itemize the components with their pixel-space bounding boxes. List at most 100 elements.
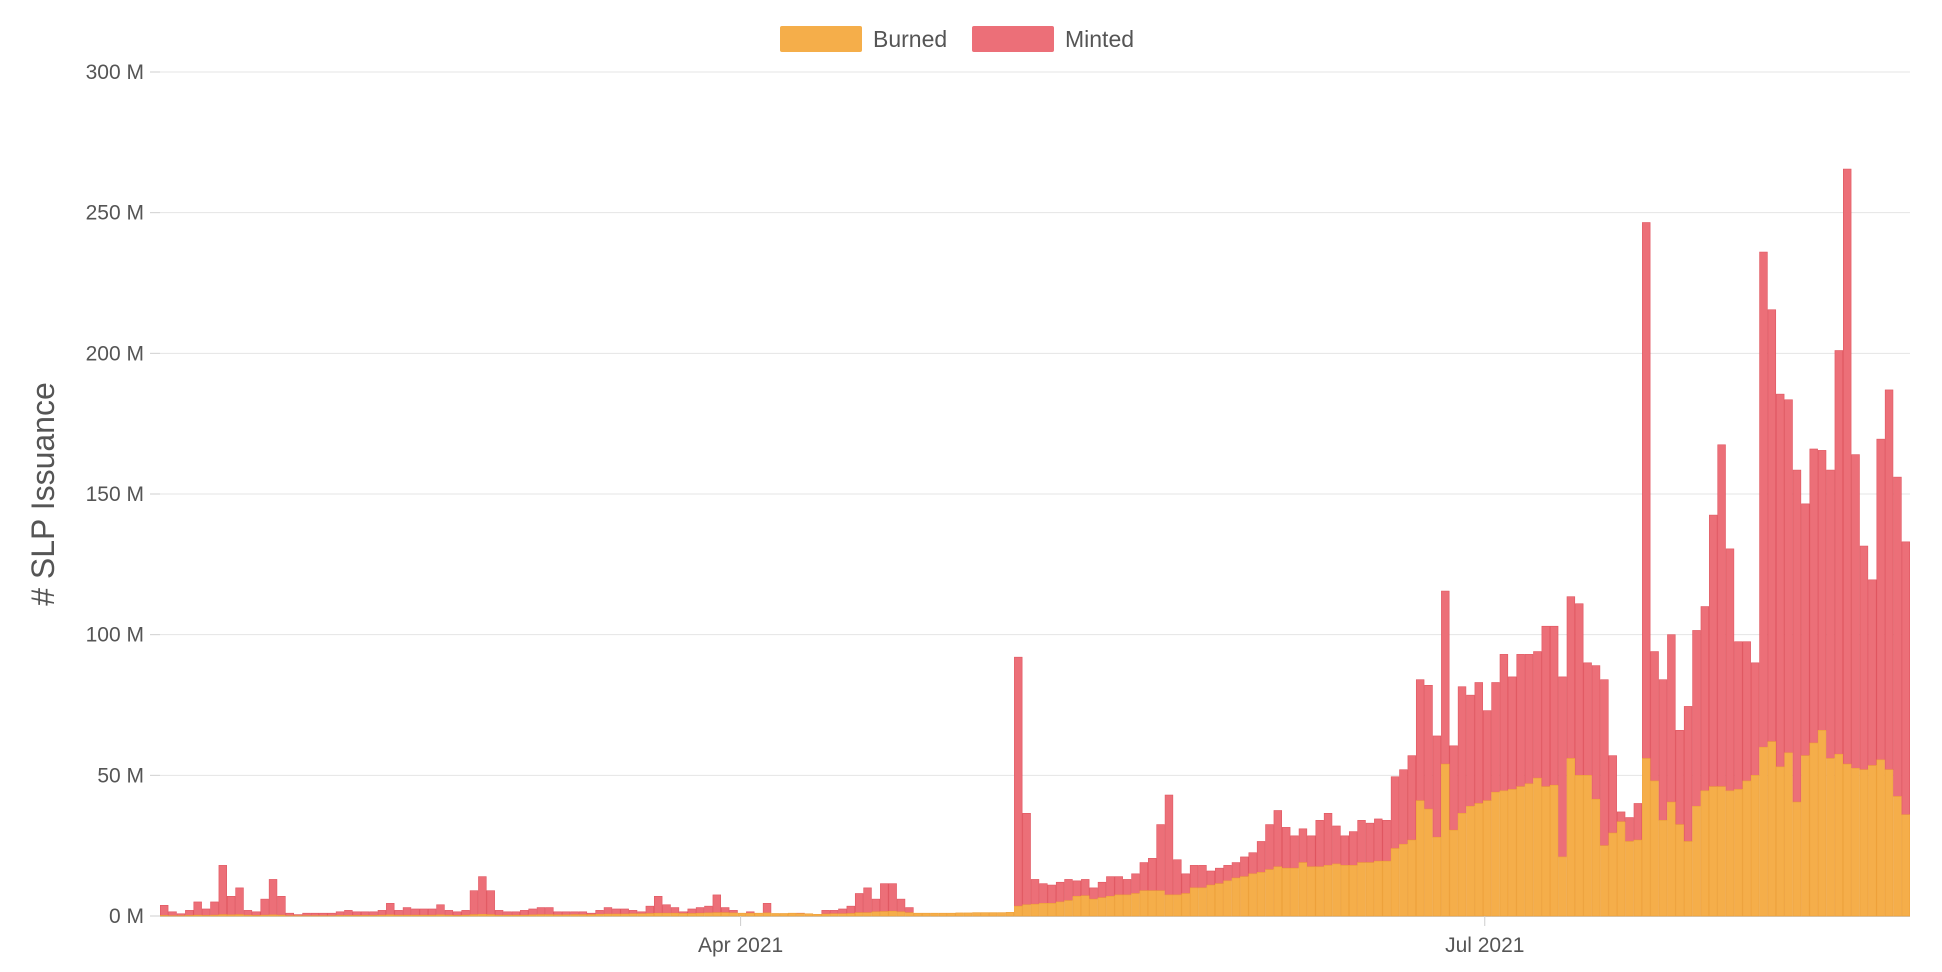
bar-burned[interactable] (436, 914, 445, 917)
bar-burned[interactable] (612, 913, 621, 917)
bar-burned[interactable] (1097, 897, 1107, 917)
bar-burned[interactable] (905, 912, 914, 917)
bar-burned[interactable] (344, 915, 353, 917)
bar-minted[interactable] (1809, 448, 1818, 744)
bar-minted[interactable] (503, 911, 512, 916)
bar-minted[interactable] (1348, 831, 1358, 866)
bar-burned[interactable] (1206, 884, 1216, 917)
bar-burned[interactable] (1332, 863, 1341, 917)
bar-minted[interactable] (1156, 824, 1165, 891)
bar-minted[interactable] (235, 887, 244, 915)
bar-minted[interactable] (1499, 654, 1509, 792)
bar-burned[interactable] (1340, 865, 1349, 917)
bar-burned[interactable] (1792, 801, 1802, 917)
bar-burned[interactable] (1834, 753, 1844, 917)
bar-minted[interactable] (721, 907, 730, 913)
bar-minted[interactable] (1859, 545, 1869, 771)
bar-minted[interactable] (394, 910, 403, 916)
bar-burned[interactable] (226, 914, 236, 917)
bar-burned[interactable] (570, 914, 579, 917)
bar-burned[interactable] (1081, 895, 1090, 917)
bar-burned[interactable] (369, 915, 378, 917)
bar-burned[interactable] (1750, 775, 1760, 917)
bar-burned[interactable] (1164, 894, 1174, 917)
bar-minted[interactable] (436, 904, 445, 916)
bar-minted[interactable] (369, 911, 378, 916)
bar-minted[interactable] (1164, 794, 1174, 896)
bar-burned[interactable] (1223, 880, 1232, 917)
bar-burned[interactable] (754, 912, 763, 917)
bar-burned[interactable] (1717, 786, 1726, 917)
bar-burned[interactable] (1181, 893, 1190, 917)
bar-minted[interactable] (511, 911, 521, 916)
bar-burned[interactable] (461, 914, 470, 917)
bar-minted[interactable] (1725, 548, 1735, 792)
bar-burned[interactable] (997, 912, 1006, 917)
bar-minted[interactable] (1039, 883, 1048, 904)
bar-burned[interactable] (1273, 866, 1283, 917)
bar-minted[interactable] (1357, 820, 1366, 863)
bar-burned[interactable] (1290, 867, 1299, 917)
bar-minted[interactable] (1415, 679, 1425, 801)
bar-minted[interactable] (838, 908, 847, 915)
bar-minted[interactable] (1198, 865, 1207, 889)
bar-minted[interactable] (896, 898, 906, 913)
bar-minted[interactable] (1374, 818, 1383, 862)
bar-burned[interactable] (679, 913, 688, 917)
bar-burned[interactable] (335, 915, 345, 917)
bar-minted[interactable] (1876, 438, 1885, 761)
bar-burned[interactable] (394, 914, 403, 917)
bar-minted[interactable] (1332, 825, 1341, 865)
bar-burned[interactable] (963, 912, 973, 917)
bar-burned[interactable] (1516, 786, 1525, 917)
bar-burned[interactable] (871, 911, 881, 917)
bar-minted[interactable] (1709, 514, 1718, 787)
bar-minted[interactable] (1834, 350, 1844, 755)
bar-burned[interactable] (260, 914, 269, 917)
bar-minted[interactable] (1365, 822, 1375, 863)
bar-minted[interactable] (1642, 222, 1651, 759)
bar-burned[interactable] (360, 915, 370, 917)
bar-minted[interactable] (494, 910, 504, 916)
bar-burned[interactable] (1323, 865, 1333, 917)
bar-burned[interactable] (1625, 841, 1634, 917)
bar-minted[interactable] (319, 912, 328, 917)
bar-minted[interactable] (444, 910, 454, 916)
bar-minted[interactable] (360, 911, 370, 916)
bar-minted[interactable] (620, 908, 629, 915)
bar-minted[interactable] (1055, 881, 1065, 903)
bar-burned[interactable] (1307, 866, 1316, 917)
bar-burned[interactable] (846, 913, 855, 917)
bar-minted[interactable] (478, 876, 487, 915)
bar-minted[interactable] (762, 903, 772, 914)
bar-minted[interactable] (1407, 755, 1416, 841)
legend-swatch-minted[interactable] (972, 26, 1054, 52)
bar-burned[interactable] (1248, 873, 1257, 917)
bar-burned[interactable] (1683, 841, 1693, 917)
bar-minted[interactable] (1014, 656, 1023, 907)
bar-minted[interactable] (1851, 454, 1860, 769)
bar-burned[interactable] (1784, 752, 1793, 917)
bar-burned[interactable] (1734, 789, 1743, 917)
bar-minted[interactable] (888, 883, 897, 912)
bar-minted[interactable] (1633, 803, 1643, 841)
bar-burned[interactable] (704, 912, 713, 917)
bar-minted[interactable] (536, 907, 546, 915)
bar-burned[interactable] (1282, 867, 1291, 917)
bar-minted[interactable] (1089, 887, 1098, 900)
bar-minted[interactable] (1566, 596, 1576, 759)
bar-burned[interactable] (796, 913, 805, 917)
bar-burned[interactable] (645, 913, 655, 917)
bar-minted[interactable] (1315, 820, 1324, 868)
bar-minted[interactable] (1575, 603, 1584, 776)
bar-minted[interactable] (687, 908, 696, 914)
bar-minted[interactable] (1524, 654, 1534, 785)
bar-minted[interactable] (1616, 811, 1626, 823)
bar-minted[interactable] (654, 896, 663, 914)
bar-burned[interactable] (1148, 890, 1157, 917)
bar-minted[interactable] (1298, 828, 1308, 863)
bar-burned[interactable] (771, 913, 780, 917)
bar-burned[interactable] (1524, 783, 1534, 917)
bar-minted[interactable] (201, 908, 211, 916)
bar-minted[interactable] (252, 911, 261, 916)
